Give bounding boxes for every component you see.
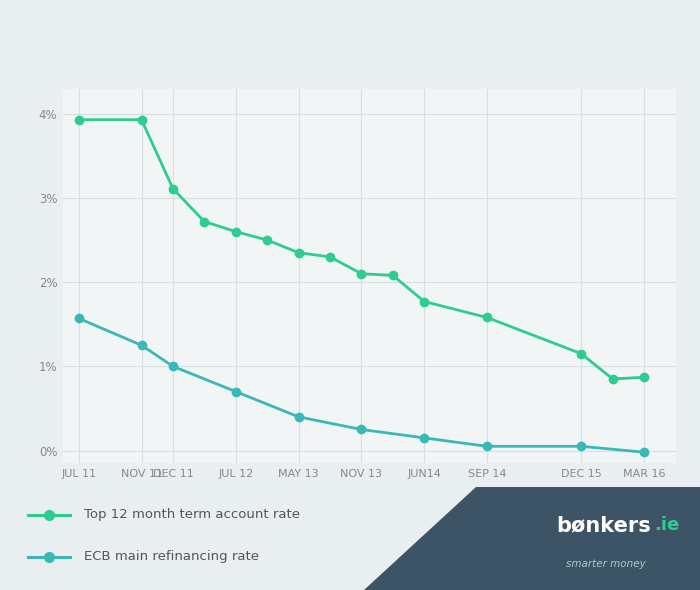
Text: bønkers: bønkers bbox=[556, 515, 651, 535]
Text: ECB and deposit rate history: ECB and deposit rate history bbox=[18, 29, 435, 57]
Text: .ie: .ie bbox=[654, 516, 680, 534]
Polygon shape bbox=[364, 487, 700, 590]
Text: smarter money: smarter money bbox=[566, 559, 645, 569]
Text: ECB main refinancing rate: ECB main refinancing rate bbox=[84, 550, 259, 563]
Text: Top 12 month term account rate: Top 12 month term account rate bbox=[84, 508, 300, 521]
